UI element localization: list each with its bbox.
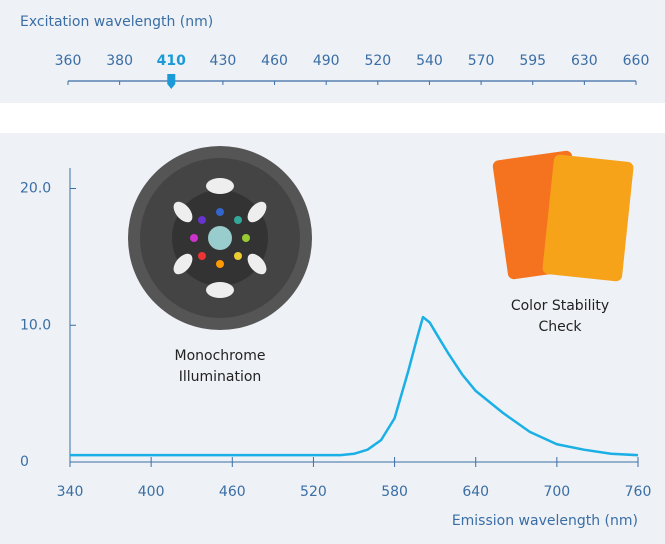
slider-panel: [0, 0, 665, 103]
slider-option[interactable]: 460: [261, 53, 288, 69]
x-tick-label: 580: [381, 484, 408, 500]
slider-option[interactable]: 410: [157, 53, 186, 69]
slider-option[interactable]: 540: [416, 53, 443, 69]
annotation: Check: [538, 319, 582, 335]
annotation: Monochrome: [175, 348, 266, 364]
x-tick-label: 520: [300, 484, 327, 500]
x-tick-label: 460: [219, 484, 246, 500]
filter-wheel: [128, 146, 312, 330]
x-tick-label: 760: [625, 484, 652, 500]
y-tick-label: 0: [20, 454, 29, 470]
slider-option[interactable]: 380: [106, 53, 133, 69]
x-tick-label: 340: [57, 484, 84, 500]
x-axis-label: Emission wavelength (nm): [452, 513, 638, 529]
annotation: Illumination: [179, 369, 262, 385]
line: [70, 315, 639, 457]
x-tick-label: 400: [138, 484, 165, 500]
slider-option[interactable]: 430: [210, 53, 237, 69]
slider-label: Excitation wavelength (nm): [20, 14, 213, 30]
x-tick-label: 640: [462, 484, 489, 500]
slider-option[interactable]: 570: [468, 53, 495, 69]
color-cards: [492, 150, 634, 282]
slider-option[interactable]: 360: [55, 53, 82, 69]
annotation: Color Stability: [511, 298, 609, 314]
y-tick-label: 20.0: [20, 181, 51, 197]
slider-handle[interactable]: [167, 74, 176, 89]
slider-option[interactable]: 595: [519, 53, 546, 69]
slider-option[interactable]: 490: [313, 53, 340, 69]
slider-option[interactable]: 630: [571, 53, 598, 69]
x-tick-label: 700: [543, 484, 570, 500]
slider-option[interactable]: 660: [623, 53, 650, 69]
y-tick-label: 10.0: [20, 317, 51, 333]
slider-option[interactable]: 520: [364, 53, 391, 69]
